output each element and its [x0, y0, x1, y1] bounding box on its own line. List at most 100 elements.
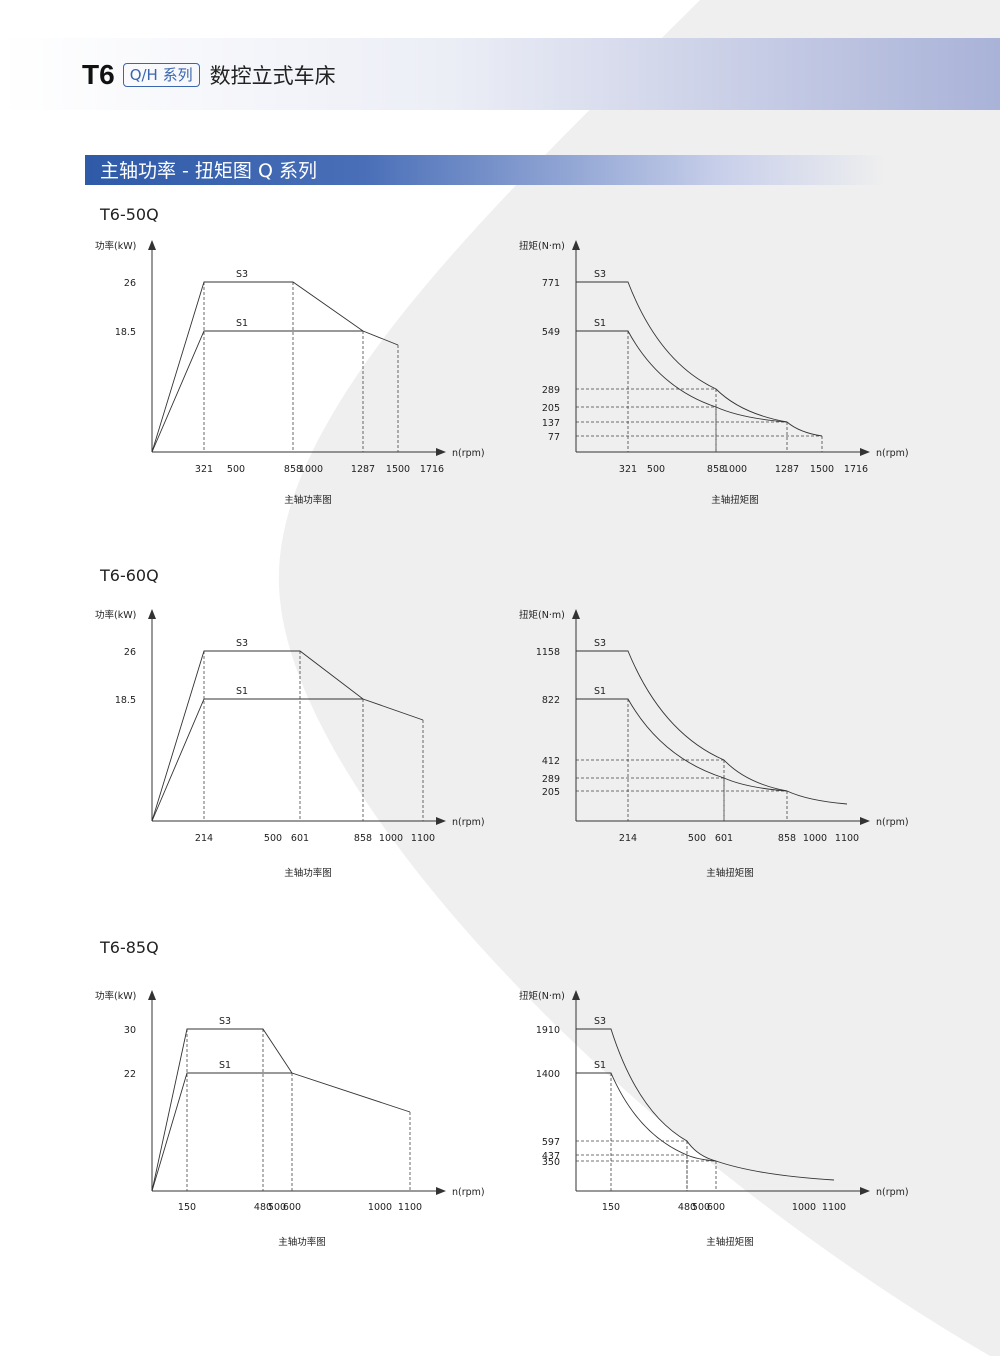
chart3-series-label-s1: S1	[236, 686, 248, 697]
chart5-x-axis-arrow	[436, 1187, 446, 1195]
product-name: 数控立式车床	[209, 64, 336, 88]
chart3-x-tick-0: 214	[195, 833, 213, 844]
chart2-y-tick-2: 289	[542, 385, 560, 396]
series-badge: Q/H 系列	[122, 63, 200, 87]
header-band	[0, 38, 1000, 110]
chart2-x-tick-0: 321	[619, 464, 637, 475]
chart1-series-s3	[151, 281, 399, 453]
chart1-x-tick-3: 1000	[299, 464, 323, 475]
chart4-y-axis-arrow	[572, 609, 580, 619]
section-title: 主轴功率 - 扭矩图 Q 系列	[100, 160, 317, 182]
chart1-y-axis-arrow	[148, 240, 156, 250]
chart6-x-axis-arrow	[860, 1187, 870, 1195]
chart6-series-label-s1: S1	[594, 1060, 606, 1071]
chart3-x-tick-1: 500	[264, 833, 282, 844]
chart5-x-tick-2: 500	[268, 1202, 286, 1213]
chart4-x-axis-arrow	[860, 817, 870, 825]
chart2-x-tick-4: 1287	[775, 464, 799, 475]
chart6-caption: 主轴扭矩图	[706, 1236, 754, 1248]
chart5-x-tick-5: 1100	[398, 1202, 422, 1213]
chart2-x-tick-3: 1000	[723, 464, 747, 475]
chart6-series-s3	[576, 1028, 835, 1181]
chart4-y-tick-2: 412	[542, 756, 560, 767]
chart6-y-tick-0: 1910	[536, 1025, 560, 1036]
chart1-y-tick-1: 18.5	[115, 327, 136, 338]
chart3-x-axis-arrow	[436, 817, 446, 825]
chart2-x-axis-label: n(rpm)	[876, 448, 909, 459]
chart6-y-axis-arrow	[572, 990, 580, 1000]
chart3-caption: 主轴功率图	[284, 867, 332, 879]
chart2-x-axis-arrow	[860, 448, 870, 456]
chart4-y-tick-3: 289	[542, 774, 560, 785]
chart5-y-tick-0: 30	[124, 1025, 136, 1036]
chart1-x-tick-1: 500	[227, 464, 245, 475]
chart2-x-tick-1: 500	[647, 464, 665, 475]
chart3-x-tick-3: 858	[354, 833, 372, 844]
chart3-x-tick-5: 1100	[411, 833, 435, 844]
chart6-y-tick-4: 350	[542, 1157, 560, 1168]
chart1-x-tick-6: 1716	[420, 464, 444, 475]
chart1-x-axis-arrow	[436, 448, 446, 456]
chart6-x-tick-2: 500	[692, 1202, 710, 1213]
chart4-y-axis-label: 扭矩(N·m)	[519, 609, 565, 621]
chart2-series-s3	[576, 281, 823, 437]
chart5-y-axis-arrow	[148, 990, 156, 1000]
chart3-series-s1	[151, 698, 363, 822]
chart3-y-tick-1: 18.5	[115, 695, 136, 706]
chart2-y-axis-label: 扭矩(N·m)	[519, 240, 565, 252]
chart5-x-axis-label: n(rpm)	[452, 1187, 485, 1198]
chart2-series-label-s1: S1	[594, 318, 606, 329]
chart4-x-tick-5: 1100	[835, 833, 859, 844]
chart2-x-tick-5: 1500	[810, 464, 834, 475]
chart4-x-tick-0: 214	[619, 833, 637, 844]
chart6-series-label-s3: S3	[594, 1016, 606, 1027]
model-title-85q: T6-85Q	[100, 938, 159, 957]
chart3-y-axis-arrow	[148, 609, 156, 619]
chart6-y-tick-3: 437	[542, 1151, 560, 1162]
chart6-series-s1	[576, 1072, 717, 1162]
section-bar	[85, 155, 885, 185]
chart1-series-label-s3: S3	[236, 269, 248, 280]
chart4-series-label-s3: S3	[594, 638, 606, 649]
chart2-caption: 主轴扭矩图	[711, 494, 759, 506]
chart1-series-s1	[151, 330, 363, 453]
chart5-x-tick-0: 150	[178, 1202, 196, 1213]
model-title-50q: T6-50Q	[100, 205, 159, 224]
chart5-series-label-s1: S1	[219, 1060, 231, 1071]
chart1-caption: 主轴功率图	[284, 494, 332, 506]
chart5-series-s3	[151, 1028, 411, 1192]
chart3-series-label-s3: S3	[236, 638, 248, 649]
chart6-x-tick-0: 150	[602, 1202, 620, 1213]
chart3-x-axis-label: n(rpm)	[452, 817, 485, 828]
chart2-y-tick-0: 771	[542, 278, 560, 289]
chart2-y-axis-arrow	[572, 240, 580, 250]
chart4-y-tick-4: 205	[542, 787, 560, 798]
chart2-y-tick-4: 137	[542, 418, 560, 429]
chart4-x-tick-4: 1000	[803, 833, 827, 844]
chart1-y-axis-label: 功率(kW)	[95, 240, 136, 252]
chart2-series-s1	[576, 330, 788, 423]
chart2-y-tick-5: 77	[548, 432, 560, 443]
chart5-x-tick-3: 600	[283, 1202, 301, 1213]
chart6-y-tick-2: 597	[542, 1137, 560, 1148]
chart2-x-tick-6: 1716	[844, 464, 868, 475]
chart1-x-tick-5: 1500	[386, 464, 410, 475]
chart4-caption: 主轴扭矩图	[706, 867, 754, 879]
chart6-x-tick-1: 480	[678, 1202, 696, 1213]
chart5-x-tick-4: 1000	[368, 1202, 392, 1213]
chart4-y-tick-1: 822	[542, 695, 560, 706]
chart4-series-s3	[576, 650, 848, 805]
chart4-x-tick-1: 500	[688, 833, 706, 844]
chart3-y-axis-label: 功率(kW)	[95, 609, 136, 621]
chart1-y-tick-0: 26	[124, 278, 136, 289]
chart3-x-tick-4: 1000	[379, 833, 403, 844]
model-code: T6	[82, 59, 115, 90]
chart4-x-tick-2: 601	[715, 833, 733, 844]
chart1-series-label-s1: S1	[236, 318, 248, 329]
chart2-series-label-s3: S3	[594, 269, 606, 280]
chart5-series-s1	[151, 1072, 292, 1192]
chart3-series-s3	[151, 650, 424, 822]
chart5-y-axis-label: 功率(kW)	[95, 990, 136, 1002]
model-title-60q: T6-60Q	[100, 566, 159, 585]
